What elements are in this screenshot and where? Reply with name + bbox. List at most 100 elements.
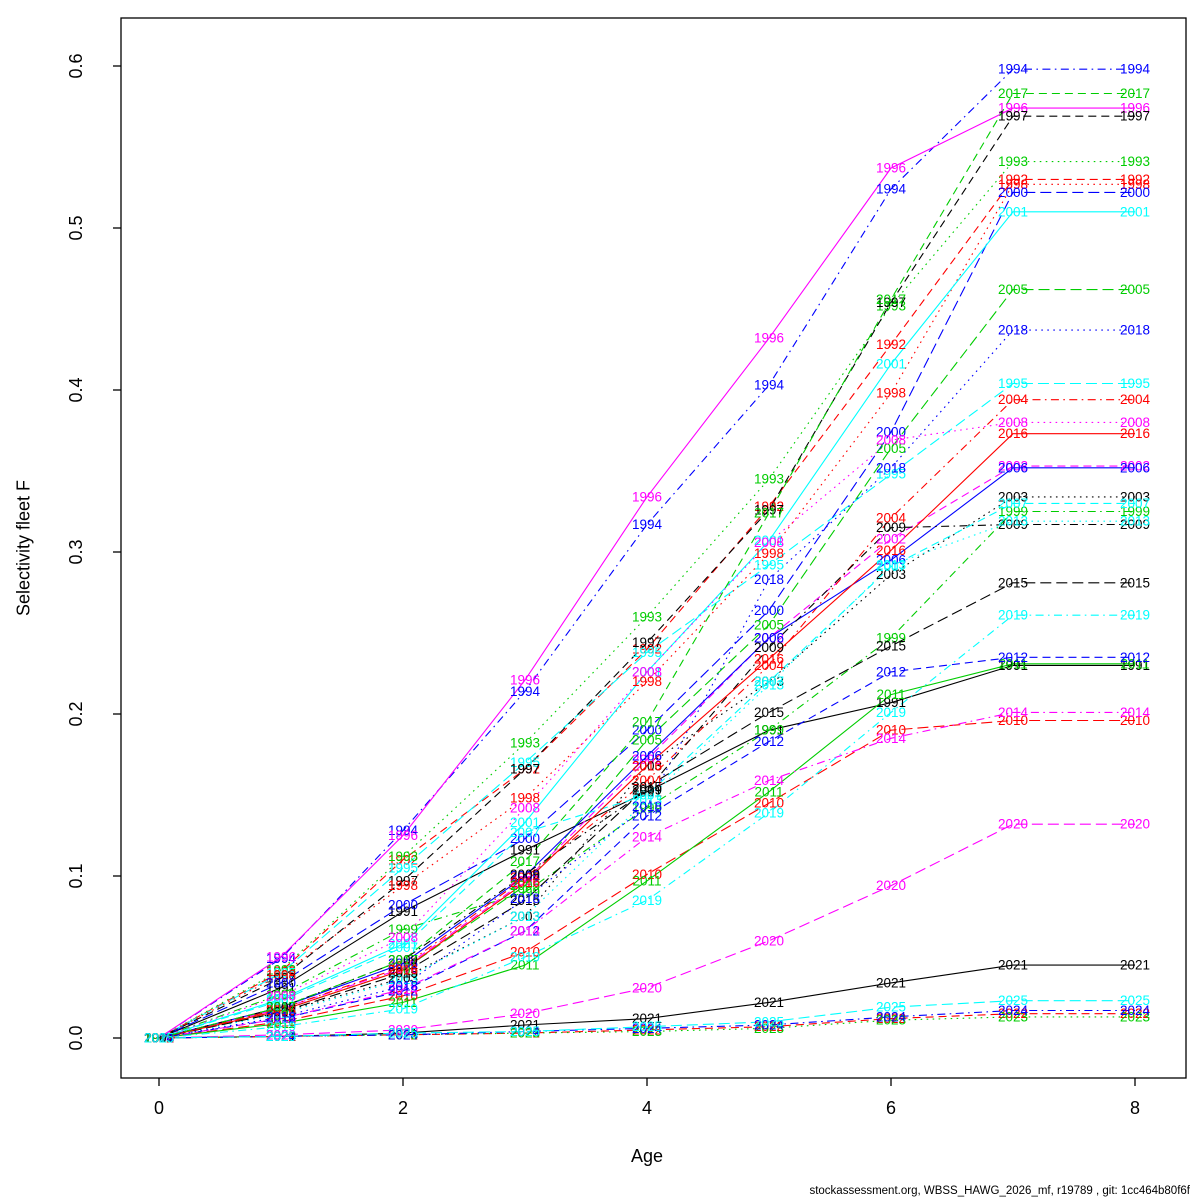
series-point-label-2001: 2001 <box>510 815 540 830</box>
series-line-2018 <box>158 329 1135 1039</box>
series-point-label-2024: 2024 <box>632 1021 663 1036</box>
series-point-label-1999: 1999 <box>998 504 1028 519</box>
series-point-label-2022: 2022 <box>998 1006 1028 1021</box>
series-point-label-2020: 2020 <box>144 1031 174 1046</box>
series-line-2025 <box>158 1000 1135 1039</box>
series-point-label-1991: 1991 <box>388 904 418 919</box>
series-point-label-2015: 2015 <box>266 1005 296 1020</box>
footer-text: stockassessment.org, WBSS_HAWG_2026_mf, … <box>809 1185 1190 1197</box>
series-point-label-2023: 2023 <box>510 1026 540 1041</box>
series-point-label-1996: 1996 <box>1120 101 1150 116</box>
series-point-label-1992: 1992 <box>998 172 1028 187</box>
series-point-label-1999: 1999 <box>388 922 418 937</box>
series-point-label-1999: 1999 <box>632 800 662 815</box>
series-point-label-2000: 2000 <box>754 603 784 618</box>
series-point-label-1999: 1999 <box>144 1031 174 1046</box>
series-point-label-1996: 1996 <box>266 950 296 965</box>
series-point-label-2024: 2024 <box>144 1031 175 1046</box>
series-point-label-1997: 1997 <box>144 1031 174 1046</box>
series-point-label-2002: 2002 <box>632 752 662 767</box>
series-line-2008 <box>158 421 1135 1039</box>
series-point-label-2018: 2018 <box>754 572 784 587</box>
series-point-label-2012: 2012 <box>144 1031 174 1046</box>
series-point-label-2021: 2021 <box>754 995 784 1010</box>
series-point-label-1991: 1991 <box>1120 658 1150 673</box>
series-point-label-2010: 2010 <box>388 988 418 1003</box>
series-point-label-2009: 2009 <box>754 640 784 655</box>
series-point-label-1993: 1993 <box>876 298 906 313</box>
y-axis-tick-label: 0.2 <box>66 701 86 726</box>
series-point-label-1996: 1996 <box>144 1031 174 1046</box>
series-point-label-1998: 1998 <box>144 1031 174 1046</box>
series-point-label-2025: 2025 <box>998 993 1028 1008</box>
series-point-label-2014: 2014 <box>876 731 907 746</box>
series-point-label-2006: 2006 <box>876 553 906 568</box>
y-axis-tick-label: 0.1 <box>66 863 86 888</box>
series-point-label-2020: 2020 <box>510 1006 540 1021</box>
series-point-label-2020: 2020 <box>754 933 784 948</box>
series-point-label-1998: 1998 <box>754 546 784 561</box>
series-line-2015 <box>158 582 1135 1039</box>
series-point-label-2025: 2025 <box>632 1019 662 1034</box>
series-point-label-2017: 2017 <box>998 86 1028 101</box>
series-point-label-2000: 2000 <box>510 831 540 846</box>
plot-border <box>120 17 1187 1079</box>
series-point-label-1992: 1992 <box>266 964 296 979</box>
series-point-label-1992: 1992 <box>632 642 662 657</box>
series-point-label-2012: 2012 <box>876 664 906 679</box>
series-point-label-2002: 2002 <box>510 873 540 888</box>
series-point-label-2025: 2025 <box>266 1029 296 1044</box>
series-point-label-2025: 2025 <box>388 1026 418 1041</box>
series-point-label-2008: 2008 <box>754 535 784 550</box>
series-point-label-2013: 2013 <box>144 1031 174 1046</box>
series-point-label-2011: 2011 <box>1120 656 1149 671</box>
series-point-label-2004: 2004 <box>754 658 785 673</box>
x-axis-tick-label: 6 <box>886 1098 896 1118</box>
series-point-label-2011: 2011 <box>266 1016 295 1031</box>
series-point-label-2004: 2004 <box>510 870 541 885</box>
series-point-label-2016: 2016 <box>876 543 906 558</box>
series-point-label-2017: 2017 <box>876 292 906 307</box>
series-point-label-2003: 2003 <box>754 674 784 689</box>
series-point-label-2013: 2013 <box>876 557 906 572</box>
series-point-label-1998: 1998 <box>632 674 662 689</box>
series-point-label-2018: 2018 <box>144 1031 174 1046</box>
series-point-label-2005: 2005 <box>1120 282 1150 297</box>
series-point-label-1993: 1993 <box>998 154 1028 169</box>
series-point-label-2022: 2022 <box>632 1022 662 1037</box>
series-point-label-1991: 1991 <box>998 658 1028 673</box>
series-point-label-2015: 2015 <box>510 893 540 908</box>
series-point-label-2024: 2024 <box>266 1029 297 1044</box>
series-point-label-2005: 2005 <box>510 878 540 893</box>
series-point-label-2003: 2003 <box>266 1005 296 1020</box>
series-point-label-1992: 1992 <box>876 337 906 352</box>
series-point-label-2000: 2000 <box>1120 185 1150 200</box>
series-point-label-2004: 2004 <box>266 1001 297 1016</box>
series-point-label-2016: 2016 <box>388 962 418 977</box>
series-point-label-2007: 2007 <box>144 1031 174 1046</box>
series-point-label-2014: 2014 <box>754 773 785 788</box>
series-point-label-2007: 2007 <box>1120 496 1150 511</box>
series-point-label-2015: 2015 <box>998 575 1028 590</box>
series-point-label-2004: 2004 <box>876 510 907 525</box>
series-point-label-2009: 2009 <box>632 783 662 798</box>
y-axis-tick-label: 0.4 <box>66 377 86 402</box>
series-point-label-2003: 2003 <box>1120 489 1150 504</box>
series-point-label-2007: 2007 <box>510 825 540 840</box>
series-point-label-2006: 2006 <box>144 1031 174 1046</box>
y-axis-title: Selectivity fleet F <box>13 479 34 617</box>
series-point-label-2020: 2020 <box>876 878 906 893</box>
series-point-label-1997: 1997 <box>998 109 1028 124</box>
series-point-label-2023: 2023 <box>632 1024 662 1039</box>
series-point-label-2006: 2006 <box>388 956 418 971</box>
series-point-label-2013: 2013 <box>388 972 418 987</box>
series-line-2024 <box>158 1009 1135 1039</box>
series-point-label-1995: 1995 <box>144 1031 174 1046</box>
series-point-label-2012: 2012 <box>388 984 418 999</box>
series-point-label-1995: 1995 <box>266 966 296 981</box>
series-point-label-2007: 2007 <box>998 496 1028 511</box>
series-point-label-1994: 1994 <box>1120 62 1151 77</box>
series-point-label-2005: 2005 <box>266 1003 296 1018</box>
series-point-label-1998: 1998 <box>1120 177 1150 192</box>
series-line-1992 <box>158 178 1135 1039</box>
